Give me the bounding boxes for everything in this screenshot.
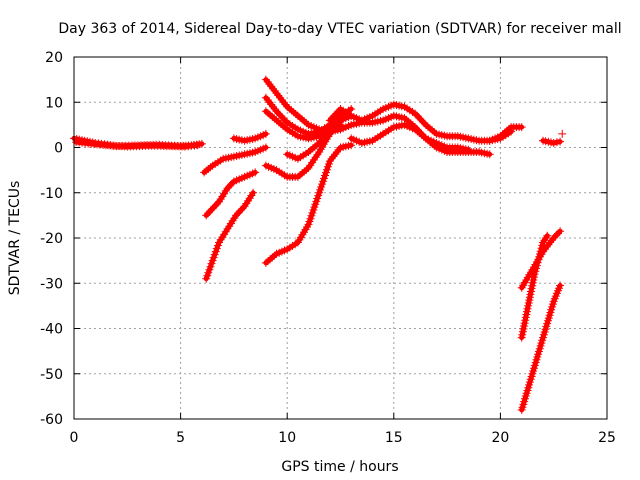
data-point-marker xyxy=(347,141,356,150)
data-point-marker xyxy=(552,138,561,147)
data-series-track-2 xyxy=(72,138,202,151)
data-point-marker xyxy=(556,227,565,236)
data-point-marker xyxy=(264,109,272,118)
data-point-marker xyxy=(496,132,505,141)
data-point-marker xyxy=(251,168,260,177)
data-point-marker xyxy=(556,137,565,146)
data-series-track-15 xyxy=(347,120,473,154)
data-point-marker xyxy=(549,139,558,147)
chart-title: Day 363 of 2014, Sidereal Day-to-day VTE… xyxy=(58,21,621,37)
data-point-marker xyxy=(308,144,317,153)
y-axis-label: SDTVAR / TECUs xyxy=(7,181,23,296)
y-tick-label: 0 xyxy=(54,141,63,157)
data-point-marker xyxy=(502,126,511,135)
data-point-marker xyxy=(261,129,270,138)
data-series-track-3 xyxy=(200,143,270,177)
data-point-marker xyxy=(202,166,211,175)
y-tick-label: -40 xyxy=(40,322,63,338)
data-point-marker xyxy=(421,120,430,129)
y-tick-label: -30 xyxy=(40,276,63,292)
data-point-marker xyxy=(430,128,439,137)
x-tick-label: 10 xyxy=(278,430,296,446)
data-point-marker xyxy=(283,102,292,111)
data-point-marker xyxy=(428,126,437,135)
x-axis: 0 5 10 15 20 25 xyxy=(70,57,616,446)
data-point-marker xyxy=(300,167,309,176)
data-series-track-20 xyxy=(517,231,552,342)
data-point-marker xyxy=(302,165,311,174)
data-point-marker xyxy=(500,128,509,137)
data-point-marker xyxy=(261,143,270,152)
y-tick-label: -20 xyxy=(40,231,63,247)
x-tick-label: 20 xyxy=(491,430,509,446)
data-point-marker xyxy=(302,119,311,128)
data-point-marker xyxy=(276,120,285,128)
data-point-marker xyxy=(306,146,315,155)
data-point-marker xyxy=(270,114,279,123)
x-tick-label: 25 xyxy=(598,430,616,446)
data-series-track-5 xyxy=(202,168,260,220)
data-point-marker xyxy=(293,111,302,120)
data-point-marker xyxy=(293,172,302,181)
data-series-track-12 xyxy=(283,105,356,163)
data-point-marker xyxy=(310,142,319,151)
data-point-marker xyxy=(400,114,409,123)
data-series-track-10 xyxy=(261,141,356,267)
data-series-track-6 xyxy=(202,188,258,283)
x-tick-label: 15 xyxy=(385,430,403,446)
data-point-marker xyxy=(347,105,356,114)
data-point-marker xyxy=(296,113,304,122)
data-series-track-21 xyxy=(517,281,565,414)
data-point-marker xyxy=(204,165,213,173)
data-point-marker xyxy=(289,108,298,117)
data-point-marker xyxy=(485,150,494,159)
y-axis: -60 -50 -40 -30 -20 -10 0 10 20 xyxy=(40,50,607,428)
data-point-marker xyxy=(264,257,272,266)
data-point-marker xyxy=(558,129,567,138)
data-point-marker xyxy=(281,123,290,132)
data-point-marker xyxy=(556,281,565,290)
data-point-marker xyxy=(261,258,270,267)
y-tick-label: -60 xyxy=(40,412,63,428)
data-series-track-4 xyxy=(229,129,270,145)
data-point-marker xyxy=(274,118,283,127)
data-point-marker xyxy=(413,127,422,136)
x-axis-label: GPS time / hours xyxy=(281,459,398,475)
data-point-marker xyxy=(268,253,277,262)
data-point-marker xyxy=(464,145,473,154)
data-point-marker xyxy=(287,106,296,115)
x-tick-label: 0 xyxy=(70,430,79,446)
data-point-marker xyxy=(261,107,270,116)
data-point-marker xyxy=(200,168,209,177)
data-point-marker xyxy=(415,129,424,137)
data-point-marker xyxy=(249,188,258,197)
data-point-marker xyxy=(423,122,432,131)
data-point-marker xyxy=(268,112,277,121)
data-point-marker xyxy=(296,171,304,180)
data-point-marker xyxy=(417,130,426,139)
data-point-marker xyxy=(270,251,279,260)
data-series-track-16 xyxy=(485,123,526,145)
data-point-marker xyxy=(517,123,526,132)
data-point-marker xyxy=(543,231,552,240)
data-series-track-17 xyxy=(539,136,565,147)
plot-area xyxy=(70,75,567,414)
y-tick-label: -10 xyxy=(40,186,63,202)
x-tick-label: 5 xyxy=(176,430,185,446)
data-point-marker xyxy=(300,117,309,126)
y-tick-label: 20 xyxy=(45,50,63,66)
data-point-marker xyxy=(193,141,202,150)
y-tick-label: 10 xyxy=(45,95,63,111)
data-series-track-18 xyxy=(558,129,567,138)
y-tick-label: -50 xyxy=(40,367,63,383)
